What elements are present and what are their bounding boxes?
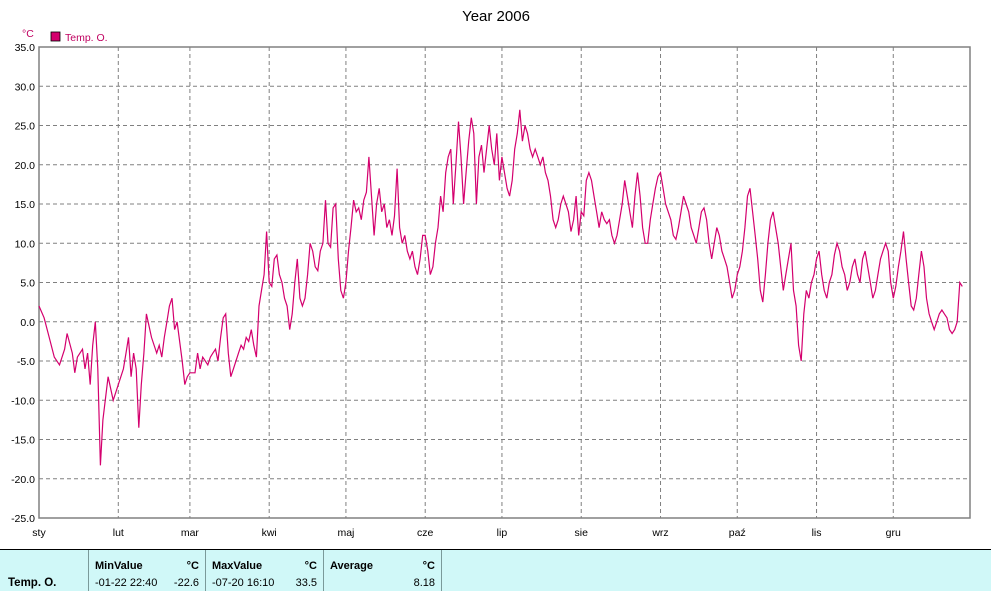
y-tick-label: 25.0	[15, 121, 36, 133]
y-tick-label: -10.0	[11, 395, 35, 407]
y-tick-label: 10.0	[15, 238, 36, 250]
legend: Temp. O.	[50, 31, 108, 44]
max-value: 33.5	[295, 577, 317, 589]
max-value-cell: MaxValue °C -07-20 16:10 33.5	[206, 550, 324, 591]
y-tick-label: 30.0	[15, 81, 36, 93]
x-tick-label-mar: mar	[181, 527, 200, 539]
series-line-temp-o	[38, 109, 963, 466]
y-tick-label: -15.0	[11, 435, 35, 447]
stats-row-label: Temp. O.	[0, 550, 89, 591]
min-value-header: MinValue	[95, 560, 143, 572]
max-time: -07-20 16:10	[212, 577, 275, 589]
statistics-bar: Temp. O. MinValue °C -01-22 22:40 -22.6 Ma…	[0, 549, 991, 591]
temperature-chart: Year 2006 °C Temp. O. -25.0 -20.0 -15.0 -10…	[11, 8, 971, 539]
min-unit: °C	[186, 560, 199, 572]
x-tick-label-sty: sty	[32, 527, 46, 539]
chart-title: Year 2006	[462, 8, 530, 25]
y-tick-label: 35.0	[15, 42, 36, 54]
average-cell: Average °C 8.18	[324, 550, 442, 591]
x-tick-label-maj: maj	[337, 527, 354, 539]
x-tick-label-cze: cze	[417, 527, 434, 539]
y-tick-label: -20.0	[11, 474, 35, 486]
x-tick-label-lut: lut	[113, 527, 124, 539]
average-header: Average	[330, 560, 374, 572]
x-tick-label-gru: gru	[886, 527, 901, 539]
y-tick-label: -5.0	[17, 356, 35, 368]
y-tick-label: 15.0	[15, 199, 36, 211]
x-tick-label-sie: sie	[575, 527, 589, 539]
min-value-cell: MinValue °C -01-22 22:40 -22.6	[89, 550, 206, 591]
x-tick-label-kwi: kwi	[262, 527, 277, 539]
y-axis-unit: °C	[22, 28, 34, 40]
min-value: -22.6	[173, 577, 199, 589]
y-tick-label: -25.0	[11, 513, 35, 525]
x-tick-label-lis: lis	[812, 527, 822, 539]
max-value-header: MaxValue	[212, 560, 263, 572]
min-time: -01-22 22:40	[95, 577, 158, 589]
average-value: 8.18	[413, 577, 435, 589]
y-tick-label: 0.0	[20, 317, 35, 329]
y-tick-label: 5.0	[20, 278, 35, 290]
average-unit: °C	[422, 560, 435, 572]
max-unit: °C	[304, 560, 317, 572]
x-tick-label-paź: paź	[729, 527, 746, 539]
x-tick-label-wrz: wrz	[651, 527, 668, 539]
legend-label: Temp. O.	[65, 32, 108, 44]
x-tick-label-lip: lip	[497, 527, 508, 539]
legend-swatch	[50, 31, 61, 42]
y-tick-label: 20.0	[15, 160, 36, 172]
stats-series-name: Temp. O.	[8, 577, 57, 589]
